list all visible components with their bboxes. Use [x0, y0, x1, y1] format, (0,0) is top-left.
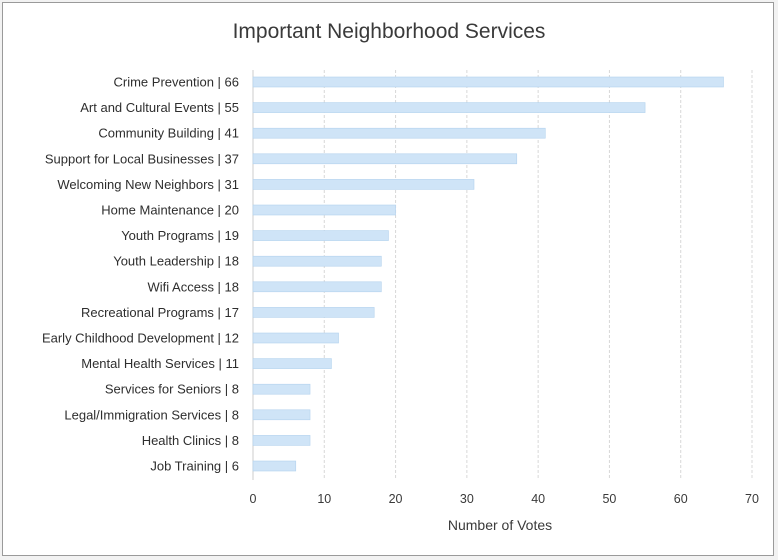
- x-tick-label: 30: [460, 492, 474, 506]
- x-axis-label: Number of Votes: [447, 517, 553, 533]
- x-tick-label: 10: [317, 492, 331, 506]
- bar: [252, 383, 311, 395]
- bar: [252, 435, 311, 446]
- category-label: Mental Health Services | 11: [81, 356, 239, 371]
- bar: [252, 460, 297, 472]
- bar: [252, 307, 375, 318]
- category-label: Recreational Programs | 17: [81, 305, 239, 320]
- bar: [252, 179, 475, 190]
- x-tick-label: 60: [674, 492, 688, 506]
- category-label: Home Maintenance | 20: [101, 203, 239, 218]
- category-label: Support for Local Businesses | 37: [45, 151, 239, 166]
- x-tick-label: 40: [531, 492, 545, 506]
- category-label: Health Clinics | 8: [142, 433, 239, 448]
- category-label: Legal/Immigration Services | 8: [64, 407, 239, 422]
- x-tick-label: 50: [602, 492, 616, 506]
- bar: [252, 204, 396, 216]
- x-tick-label: 0: [250, 492, 257, 506]
- bar: [252, 358, 332, 369]
- x-tick-labels: 0 10 20 30 40 50 60 70: [250, 492, 759, 506]
- category-label: Early Childhood Development | 12: [42, 331, 239, 346]
- category-label: Art and Cultural Events | 55: [80, 100, 239, 115]
- category-label: Crime Prevention | 66: [114, 75, 240, 90]
- bar: [252, 255, 382, 267]
- bar: [252, 409, 311, 421]
- category-label: Youth Programs | 19: [121, 228, 239, 243]
- bar: [252, 230, 389, 241]
- bar: [252, 332, 339, 344]
- bar: [252, 127, 546, 139]
- chart-title: Important Neighborhood Services: [232, 20, 546, 43]
- bar: [252, 281, 382, 293]
- bar: [252, 76, 724, 88]
- grid-lines: [252, 70, 753, 480]
- category-labels: Crime Prevention | 66 Art and Cultural Ev…: [42, 75, 239, 474]
- category-label: Job Training | 6: [150, 459, 239, 474]
- category-label: Wifi Access | 18: [147, 279, 239, 294]
- bar: [252, 153, 518, 165]
- category-label: Youth Leadership | 18: [113, 254, 239, 269]
- bars: [252, 76, 724, 472]
- bar: [252, 102, 646, 113]
- x-tick-label: 20: [389, 492, 403, 506]
- category-label: Community Building | 41: [98, 126, 239, 141]
- x-tick-label: 70: [745, 492, 759, 506]
- category-label: Welcoming New Neighbors | 31: [57, 177, 239, 192]
- category-label: Services for Seniors | 8: [105, 382, 239, 397]
